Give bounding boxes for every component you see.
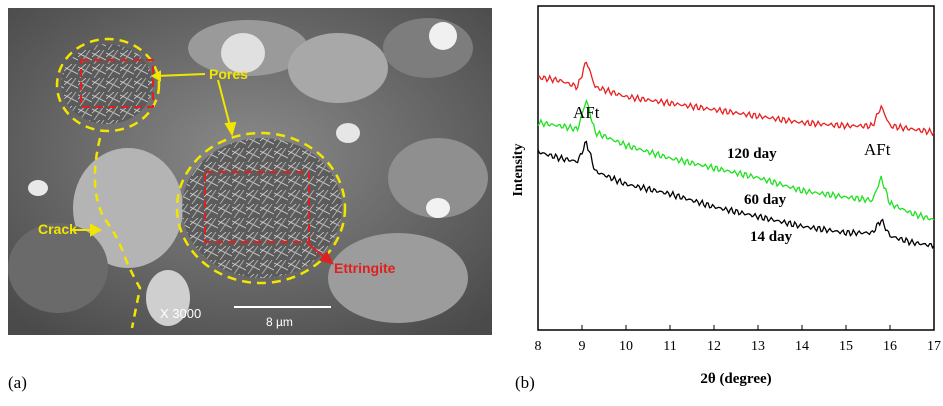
peak-label-1: AFt: [573, 103, 600, 122]
panel-b-caption: (b): [515, 373, 535, 392]
crack-arrow: [70, 223, 103, 237]
pores-label: Pores: [209, 66, 248, 82]
sem-micrograph: Pores Crack Ettringite X 3000 8 µm: [8, 8, 492, 335]
crack-line: [93, 137, 142, 329]
x-tick-label: 13: [751, 339, 765, 354]
y-axis-label: Intensity: [511, 144, 526, 197]
scale-bar-label: 8 µm: [266, 315, 293, 329]
ettringite-box: [204, 171, 310, 243]
x-axis-ticks: 8 9 10 11 12 13 14 15 16 17: [535, 325, 941, 354]
x-tick-label: 8: [535, 339, 542, 354]
series-label-120: 120 day: [727, 146, 777, 162]
pores-arrows: [150, 70, 237, 137]
x-axis-label: 2θ (degree): [700, 371, 771, 387]
xrd-chart: 8 9 10 11 12 13 14 15 16 17 Intensity 2θ (degree)…: [511, 5, 941, 387]
x-tick-label: 9: [579, 339, 586, 354]
x-tick-label: 16: [883, 339, 897, 354]
series-label-60: 60 day: [744, 192, 787, 208]
ettringite-label: Ettringite: [334, 260, 396, 276]
pore-box-small: [80, 59, 154, 108]
x-tick-label: 11: [663, 339, 676, 354]
plot-frame: [537, 5, 935, 331]
magnification-label: X 3000: [160, 306, 201, 321]
pore-circle-large: [175, 131, 347, 285]
sem-image-panel: Pores Crack Ettringite X 3000 8 µm: [8, 8, 492, 335]
peak-label-2: AFt: [864, 140, 891, 159]
pore-circle-small: [55, 37, 161, 133]
xrd-chart-panel: 8 9 10 11 12 13 14 15 16 17 Intensity 2θ (degree)…: [505, 0, 943, 401]
series-line-60-day: [537, 98, 935, 221]
x-tick-label: 14: [795, 339, 809, 354]
series-group: [537, 61, 935, 250]
panel-a-caption: (a): [8, 373, 27, 392]
x-tick-label: 15: [839, 339, 853, 354]
x-tick-label: 17: [927, 339, 941, 354]
series-line-120-day: [537, 61, 935, 137]
x-tick-label: 12: [707, 339, 721, 354]
x-tick-label: 10: [619, 339, 633, 354]
series-label-14: 14 day: [750, 229, 793, 245]
series-line-14-day: [537, 140, 935, 250]
crack-label: Crack: [38, 221, 77, 237]
ettringite-arrow: [307, 243, 334, 265]
